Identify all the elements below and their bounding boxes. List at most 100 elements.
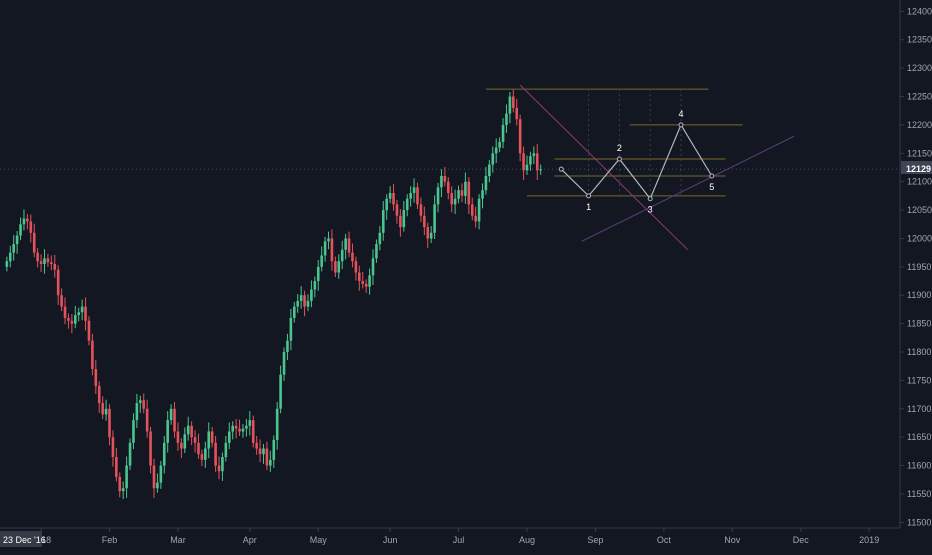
candle-body bbox=[111, 437, 115, 458]
candle-body bbox=[265, 448, 269, 466]
wave-label: 2 bbox=[617, 143, 622, 153]
candle-body bbox=[303, 295, 306, 307]
candle-body bbox=[70, 320, 74, 324]
y-tick-label: 12350 bbox=[907, 35, 932, 45]
candle-body bbox=[12, 244, 15, 253]
candle-body bbox=[320, 255, 323, 267]
candle-body bbox=[378, 232, 382, 245]
candle-body bbox=[498, 141, 501, 148]
candle-body bbox=[149, 431, 152, 466]
candle-body bbox=[412, 187, 416, 194]
candle-body bbox=[190, 425, 193, 438]
candle-body bbox=[97, 386, 101, 404]
candle-body bbox=[334, 261, 337, 273]
candle-body bbox=[419, 204, 423, 216]
x-tick-label: Feb bbox=[102, 535, 118, 545]
candle-body bbox=[381, 210, 385, 233]
candle-body bbox=[375, 244, 378, 259]
candle-body bbox=[426, 227, 430, 239]
candle-body bbox=[152, 465, 156, 489]
candle-body bbox=[474, 215, 477, 222]
candle-body bbox=[115, 457, 118, 477]
date-tag-label: 23 Dec '16 bbox=[3, 535, 46, 545]
candle-body bbox=[67, 317, 70, 321]
wave-label: 3 bbox=[648, 205, 653, 215]
candle-body bbox=[464, 181, 467, 196]
y-tick-label: 12150 bbox=[907, 148, 932, 158]
candle-body bbox=[409, 193, 412, 199]
x-tick-label: Aug bbox=[519, 535, 535, 545]
last-price-tag: 12129 bbox=[901, 161, 932, 174]
candle-body bbox=[275, 408, 279, 440]
candle-body bbox=[269, 459, 272, 466]
candle-body bbox=[279, 374, 282, 409]
candle-body bbox=[347, 238, 351, 253]
candle-body bbox=[402, 210, 406, 228]
candle-body bbox=[429, 232, 433, 239]
candle-body bbox=[207, 431, 211, 449]
candle-body bbox=[446, 181, 450, 194]
candle-body bbox=[289, 317, 293, 341]
candle-body bbox=[204, 448, 207, 460]
candle-body bbox=[477, 198, 481, 222]
candle-body bbox=[43, 258, 46, 264]
candle-body bbox=[101, 403, 104, 415]
candle-body bbox=[340, 249, 344, 262]
candle-body bbox=[351, 252, 354, 262]
wave-label: 1 bbox=[586, 202, 591, 212]
candle-body bbox=[443, 176, 447, 182]
candle-body bbox=[337, 261, 341, 273]
candle-body bbox=[80, 306, 84, 313]
candle-body bbox=[512, 96, 515, 108]
time-axis[interactable]: 2018FebMarAprMayJunJulAugSepOctNovDec201… bbox=[31, 528, 879, 545]
candle-body bbox=[241, 428, 245, 432]
candle-body bbox=[416, 187, 419, 205]
candle-body bbox=[53, 264, 57, 270]
candle-body bbox=[423, 215, 426, 228]
candle-body bbox=[22, 218, 26, 225]
candle-body bbox=[286, 340, 289, 352]
x-tick-label: Mar bbox=[170, 535, 186, 545]
wave-point bbox=[586, 193, 592, 199]
wave-point bbox=[678, 122, 684, 128]
candle-body bbox=[169, 408, 173, 421]
candle-body bbox=[224, 442, 228, 458]
candle-body bbox=[39, 261, 43, 264]
channel-upper-line bbox=[519, 84, 689, 251]
candle-body bbox=[258, 448, 262, 455]
candle-body bbox=[145, 408, 149, 432]
candle-body bbox=[56, 269, 60, 296]
candle-body bbox=[481, 190, 484, 199]
wave-point bbox=[616, 156, 622, 162]
candle-body bbox=[159, 465, 163, 483]
candle-body bbox=[183, 434, 187, 449]
candle-body bbox=[453, 198, 457, 205]
candle-body bbox=[491, 153, 495, 165]
y-tick-label: 12100 bbox=[907, 177, 932, 187]
y-tick-label: 11600 bbox=[907, 461, 931, 471]
candle-body bbox=[176, 431, 180, 443]
wave-point bbox=[709, 173, 715, 179]
candle-body bbox=[193, 437, 197, 443]
candles-layer bbox=[5, 89, 542, 500]
price-axis[interactable]: 11500 11550 11600 11650 11700 11750 11800 11850… bbox=[900, 6, 932, 527]
candle-body bbox=[457, 190, 460, 199]
candle-body bbox=[358, 272, 361, 282]
candle-body bbox=[200, 454, 204, 460]
candle-body bbox=[46, 258, 50, 263]
candle-body bbox=[234, 425, 238, 429]
candle-body bbox=[94, 369, 98, 387]
candle-body bbox=[50, 262, 53, 264]
candle-body bbox=[132, 420, 135, 443]
candle-body bbox=[344, 238, 347, 250]
y-tick-label: 11700 bbox=[907, 404, 931, 414]
candle-body bbox=[440, 176, 443, 188]
candle-body bbox=[518, 119, 522, 154]
candle-body bbox=[361, 281, 365, 284]
candle-body bbox=[60, 295, 63, 307]
candle-body bbox=[8, 252, 12, 262]
candle-body bbox=[73, 315, 77, 324]
candle-body bbox=[484, 176, 488, 191]
